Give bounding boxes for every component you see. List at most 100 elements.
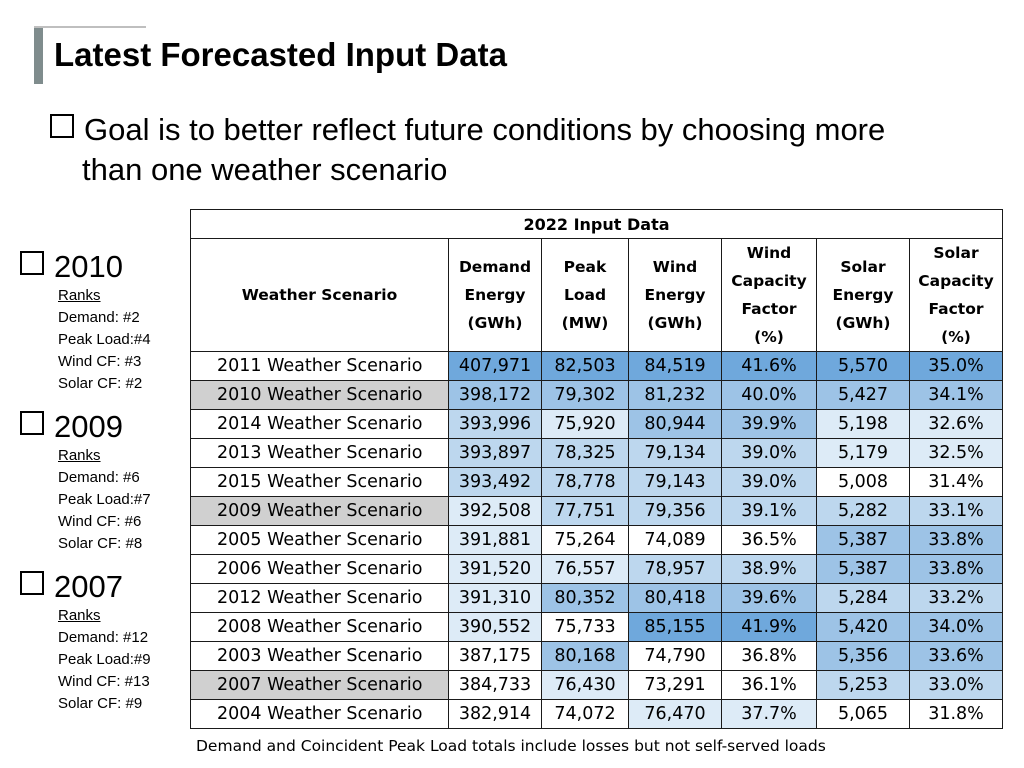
checkbox-bullet-icon [20,251,44,275]
ranks-list: Ranks Demand: #12 Peak Load:#9 Wind CF: … [58,605,151,715]
table-row: 2007 Weather Scenario 384,733 76,430 73,291… [190,670,1003,700]
cell-windcf: 41.9% [721,612,817,642]
cell-windcf: 39.1% [721,496,817,526]
header-peak-load: Peak Load (MW) [541,238,629,352]
cell-windcf: 38.9% [721,554,817,584]
cell-demand: 391,310 [448,583,542,613]
rank-wind: Wind CF: #6 [58,513,142,530]
table-row: 2014 Weather Scenario 393,996 75,920 80,944… [190,409,1003,439]
rank-demand: Demand: #2 [58,309,140,326]
cell-demand: 384,733 [448,670,542,700]
cell-wind: 73,291 [628,670,722,700]
cell-weather-scenario: 2013 Weather Scenario [190,438,449,468]
cell-solarcf: 33.8% [909,525,1003,555]
table-body: 2011 Weather Scenario 407,971 82,503 84,519… [190,351,1003,729]
header-wind-capacity-factor: Wind Capacity Factor (%) [721,238,817,352]
cell-solarcf: 34.0% [909,612,1003,642]
cell-windcf: 40.0% [721,380,817,410]
cell-wind: 79,143 [628,467,722,497]
cell-wind: 78,957 [628,554,722,584]
cell-peak: 82,503 [541,351,629,381]
title-rule [34,26,146,28]
cell-solarcf: 32.6% [909,409,1003,439]
cell-weather-scenario: 2010 Weather Scenario [190,380,449,410]
cell-wind: 81,232 [628,380,722,410]
cell-peak: 79,302 [541,380,629,410]
cell-peak: 76,430 [541,670,629,700]
table-row: 2015 Weather Scenario 393,492 78,778 79,143… [190,467,1003,497]
cell-wind: 74,089 [628,525,722,555]
ranks-list: Ranks Demand: #6 Peak Load:#7 Wind CF: #… [58,445,151,555]
cell-windcf: 41.6% [721,351,817,381]
cell-solar: 5,570 [816,351,910,381]
ranks-label: Ranks [58,607,101,624]
ranks-list: Ranks Demand: #2 Peak Load:#4 Wind CF: #… [58,285,151,395]
cell-solar: 5,427 [816,380,910,410]
cell-demand: 391,881 [448,525,542,555]
goal-bullet: Goal is to better reflect future conditi… [50,110,990,190]
checkbox-bullet-icon [20,571,44,595]
page-title: Latest Forecasted Input Data [54,36,507,73]
ranks-label: Ranks [58,447,101,464]
cell-windcf: 36.5% [721,525,817,555]
goal-line-1: Goal is to better reflect future conditi… [84,112,886,147]
cell-demand: 398,172 [448,380,542,410]
cell-windcf: 36.8% [721,641,817,671]
cell-peak: 75,733 [541,612,629,642]
cell-wind: 84,519 [628,351,722,381]
year-block-2010: 2010 Ranks Demand: #2 Peak Load:#4 Wind … [20,249,151,395]
cell-wind: 79,356 [628,496,722,526]
cell-solarcf: 33.2% [909,583,1003,613]
cell-weather-scenario: 2011 Weather Scenario [190,351,449,381]
cell-demand: 392,508 [448,496,542,526]
cell-windcf: 39.6% [721,583,817,613]
cell-solar: 5,282 [816,496,910,526]
cell-wind: 76,470 [628,699,722,729]
cell-solar: 5,065 [816,699,910,729]
cell-peak: 78,778 [541,467,629,497]
header-solar-energy: Solar Energy (GWh) [816,238,910,352]
year-label: 2007 [54,569,123,604]
cell-solar: 5,008 [816,467,910,497]
table-row: 2009 Weather Scenario 392,508 77,751 79,356… [190,496,1003,526]
cell-weather-scenario: 2003 Weather Scenario [190,641,449,671]
cell-weather-scenario: 2014 Weather Scenario [190,409,449,439]
cell-weather-scenario: 2006 Weather Scenario [190,554,449,584]
rank-wind: Wind CF: #3 [58,353,142,370]
goal-line-2: than one weather scenario [82,152,448,187]
cell-wind: 80,418 [628,583,722,613]
header-wind-energy: Wind Energy (GWh) [628,238,722,352]
checkbox-bullet-icon [20,411,44,435]
table-caption: 2022 Input Data [190,209,1003,239]
cell-solarcf: 33.6% [909,641,1003,671]
rank-peak: Peak Load:#9 [58,651,151,668]
cell-weather-scenario: 2005 Weather Scenario [190,525,449,555]
cell-wind: 79,134 [628,438,722,468]
cell-peak: 78,325 [541,438,629,468]
cell-solar: 5,387 [816,525,910,555]
cell-demand: 390,552 [448,612,542,642]
cell-demand: 407,971 [448,351,542,381]
cell-windcf: 39.9% [721,409,817,439]
cell-weather-scenario: 2004 Weather Scenario [190,699,449,729]
cell-solarcf: 33.0% [909,670,1003,700]
cell-solar: 5,356 [816,641,910,671]
cell-solar: 5,387 [816,554,910,584]
rank-demand: Demand: #6 [58,469,140,486]
table-row: 2010 Weather Scenario 398,172 79,302 81,232… [190,380,1003,410]
cell-demand: 393,492 [448,467,542,497]
cell-peak: 75,920 [541,409,629,439]
cell-peak: 74,072 [541,699,629,729]
cell-solarcf: 34.1% [909,380,1003,410]
year-block-2007: 2007 Ranks Demand: #12 Peak Load:#9 Wind… [20,569,151,715]
cell-windcf: 39.0% [721,438,817,468]
cell-solar: 5,179 [816,438,910,468]
header-weather-scenario: Weather Scenario [190,238,449,352]
cell-demand: 382,914 [448,699,542,729]
year-block-2009: 2009 Ranks Demand: #6 Peak Load:#7 Wind … [20,409,151,555]
cell-solarcf: 31.4% [909,467,1003,497]
cell-demand: 391,520 [448,554,542,584]
cell-solarcf: 31.8% [909,699,1003,729]
table-row: 2005 Weather Scenario 391,881 75,264 74,089… [190,525,1003,555]
table-row: 2006 Weather Scenario 391,520 76,557 78,957… [190,554,1003,584]
